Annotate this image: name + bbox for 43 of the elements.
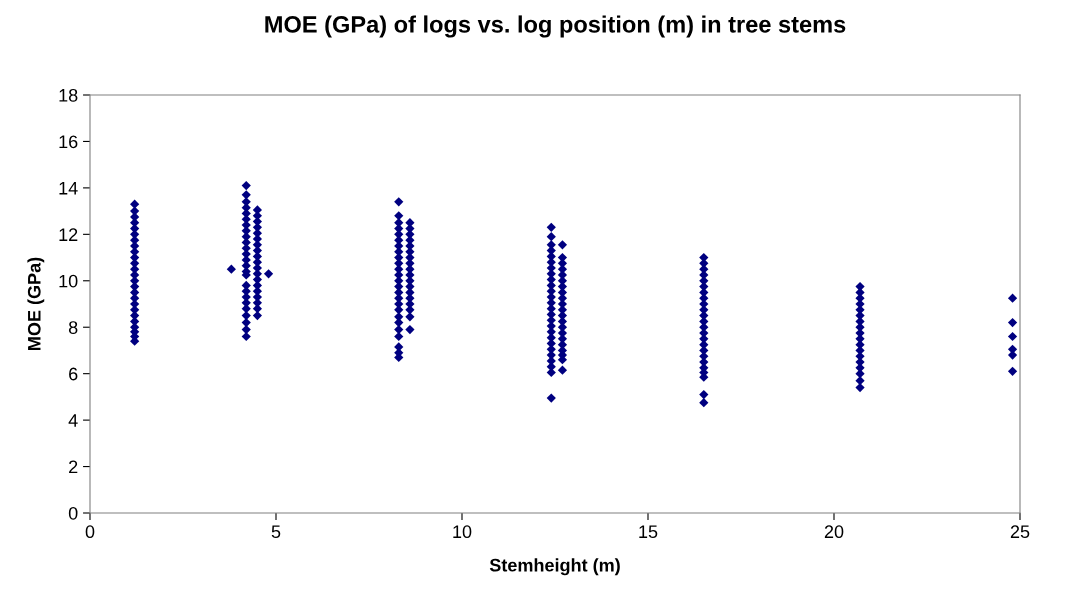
point [226,264,236,274]
point [394,211,404,221]
point [263,269,274,279]
y-tick-label: 6 [69,367,78,381]
point [241,311,251,321]
x-axis-title: Stemheight (m) [489,558,620,576]
y-tick-label: 8 [68,321,78,334]
y-tick-label: 4 [68,414,78,427]
x-tick-label: 0 [85,525,95,539]
point [1007,366,1018,376]
y-tick-label: 14 [59,182,78,195]
point [252,304,263,314]
point [546,222,556,232]
point [1007,317,1018,328]
point [557,365,568,375]
y-tick-label: 2 [69,460,78,474]
x-tick-label: 15 [639,525,658,539]
point [241,304,251,314]
point [699,389,709,400]
x-tick-label: 25 [1010,525,1030,539]
y-tick-label: 10 [59,274,78,288]
x-tick-label: 20 [824,525,844,539]
y-tick-label: 16 [59,135,78,149]
point [1007,293,1018,303]
point [546,232,556,242]
x-tick-label: 10 [453,525,472,539]
point [699,398,709,408]
y-tick-label: 0 [68,506,78,520]
chart-title: MOE (GPa) of logs vs. log position (m) in tree stems [265,15,846,38]
point [405,312,415,322]
y-tick-label: 18 [59,88,78,102]
point [241,180,251,191]
point [557,240,568,250]
point [405,305,415,315]
point [252,311,263,321]
point [405,324,415,335]
x-tick-label: 5 [271,525,281,539]
point [546,393,556,403]
y-tick-label: 12 [59,228,78,241]
point [1007,331,1018,342]
point [394,197,404,207]
point [130,199,140,209]
y-axis-title: MOE (GPa) [27,257,45,350]
